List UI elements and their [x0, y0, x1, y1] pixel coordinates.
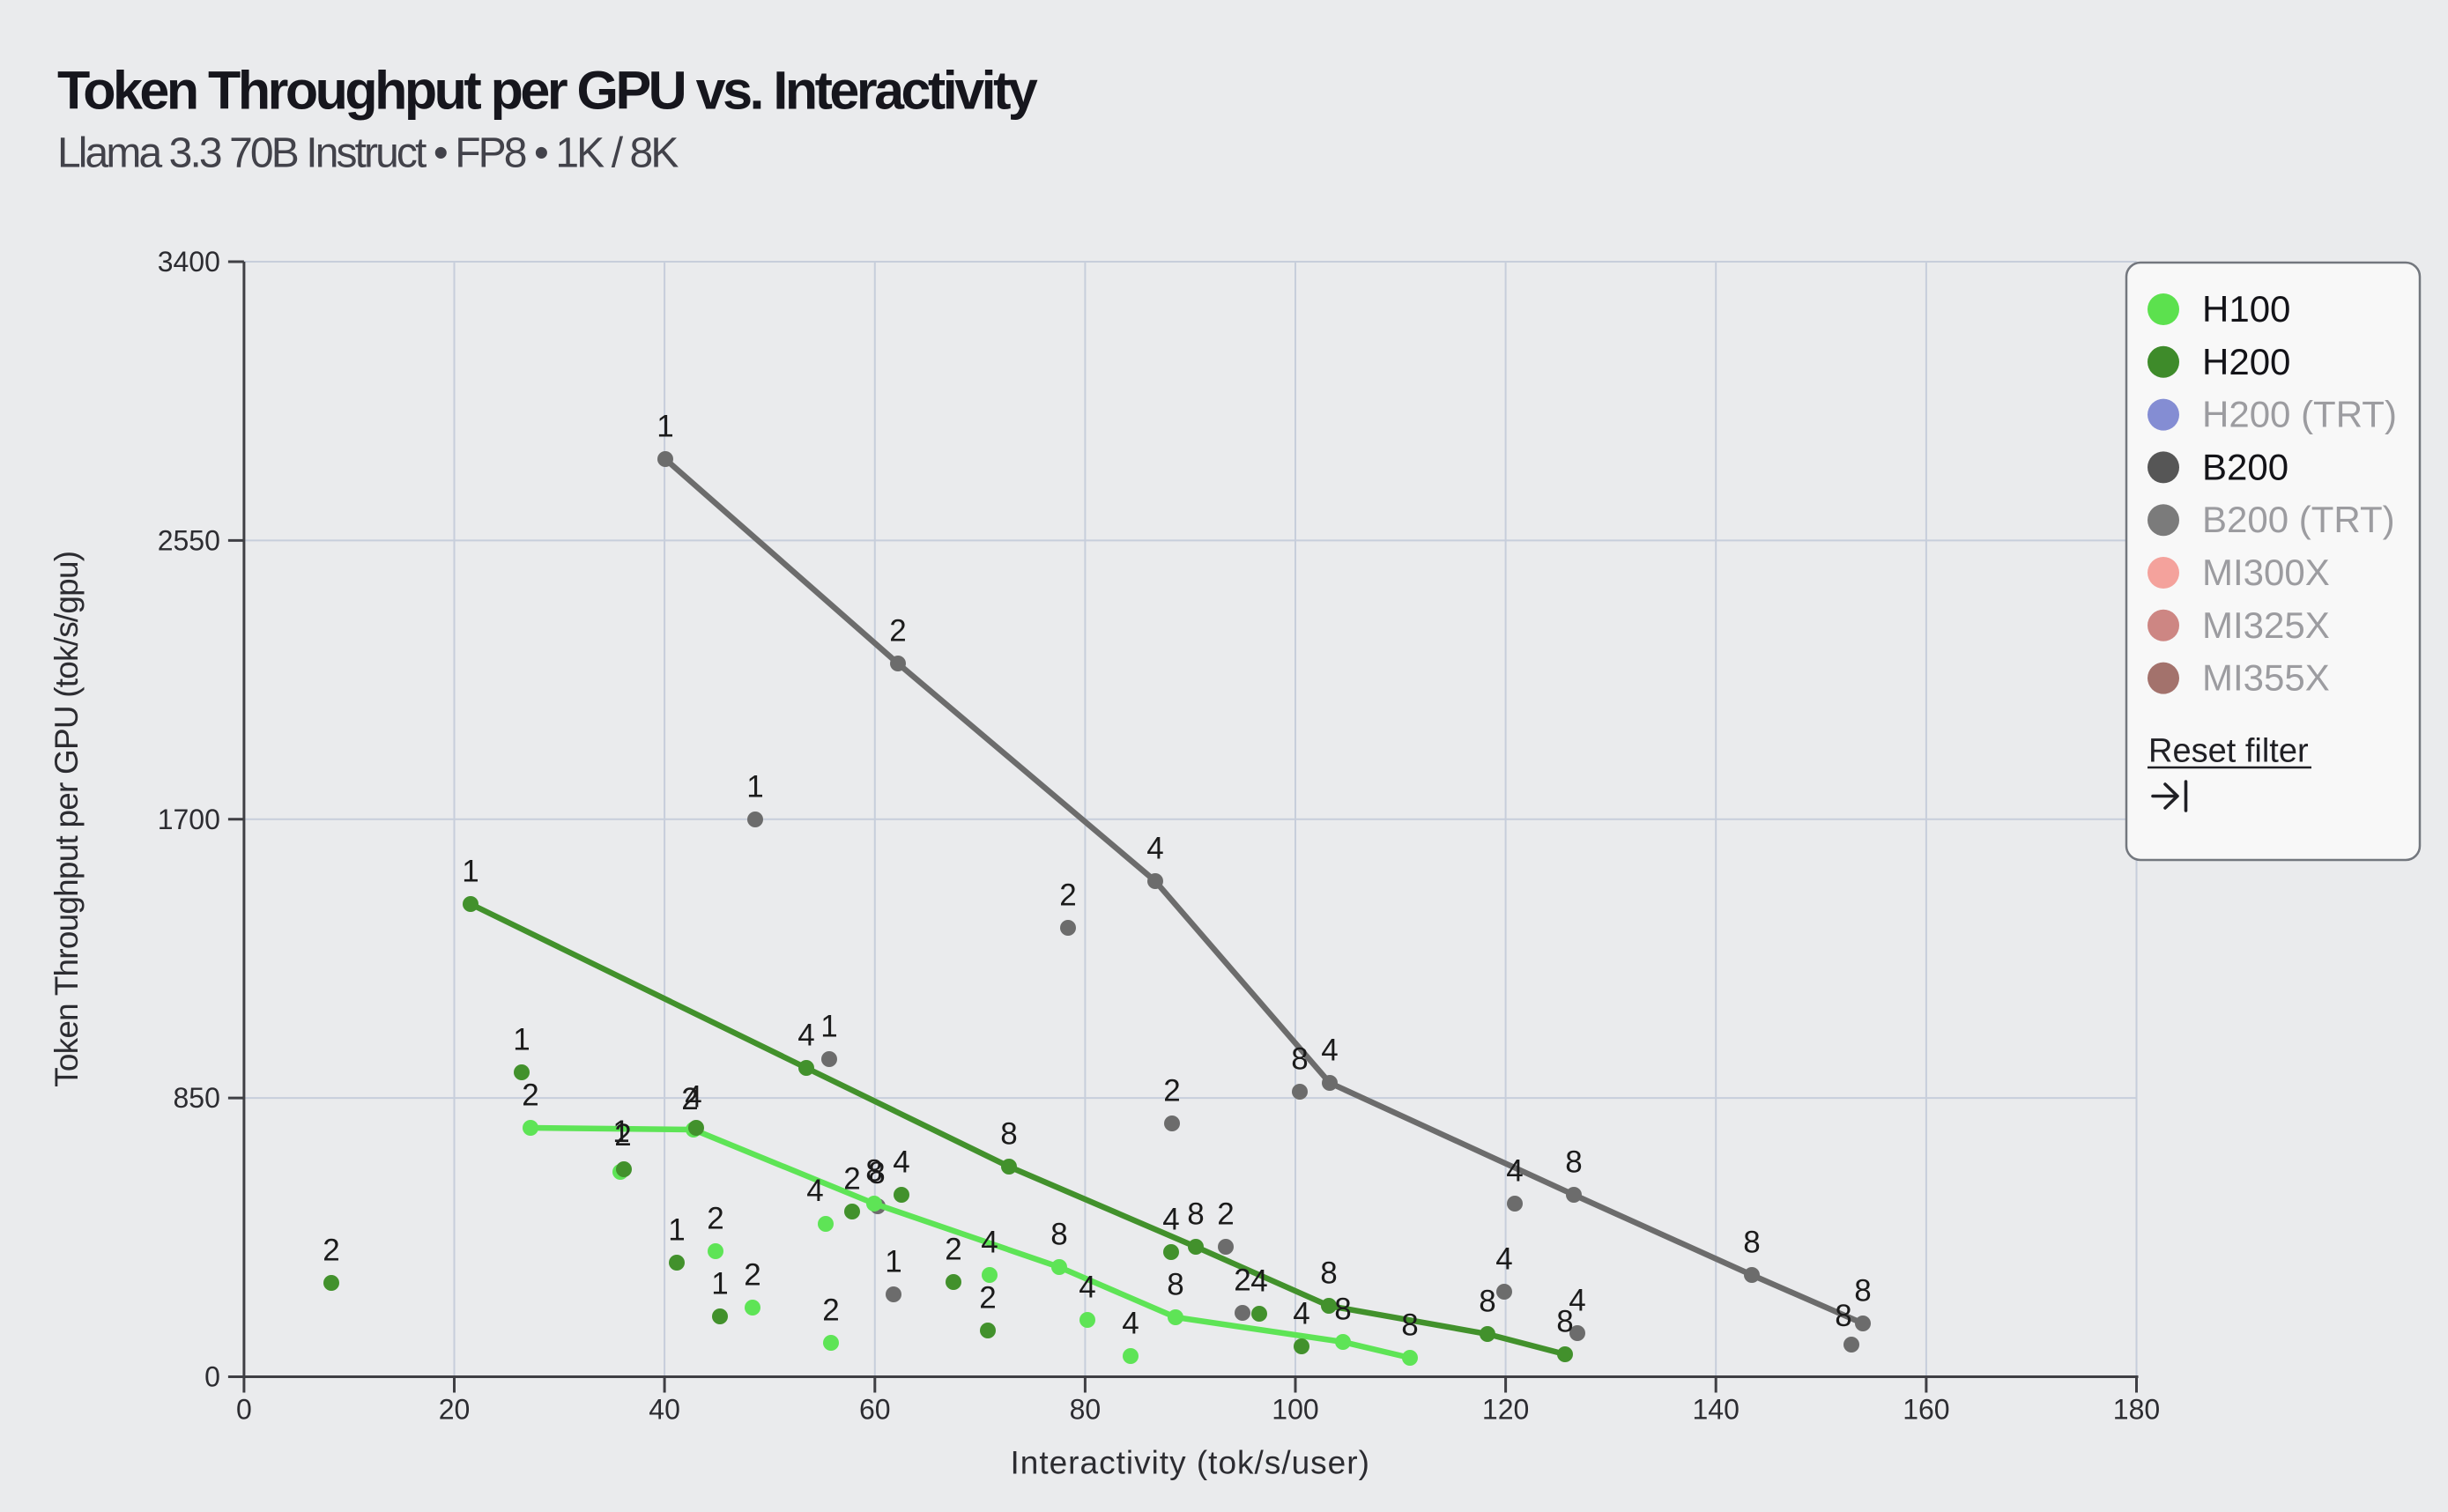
svg-text:1: 1: [746, 770, 763, 804]
svg-text:4: 4: [981, 1226, 998, 1260]
svg-text:8: 8: [1743, 1226, 1760, 1260]
svg-text:4: 4: [1146, 832, 1163, 866]
svg-text:4: 4: [1495, 1242, 1512, 1277]
svg-text:1: 1: [612, 1115, 629, 1149]
svg-text:4: 4: [893, 1145, 909, 1180]
svg-text:850: 850: [174, 1082, 220, 1114]
svg-text:2: 2: [1163, 1074, 1180, 1108]
svg-text:Llama 3.3 70B Instruct • FP8 •: Llama 3.3 70B Instruct • FP8 • 1K / 8K: [57, 130, 679, 177]
svg-text:2: 2: [843, 1162, 860, 1197]
svg-text:120: 120: [1482, 1394, 1529, 1426]
svg-text:160: 160: [1903, 1394, 1949, 1426]
svg-text:2: 2: [522, 1078, 538, 1113]
svg-text:40: 40: [649, 1394, 680, 1426]
svg-text:8: 8: [1320, 1256, 1337, 1291]
svg-text:140: 140: [1693, 1394, 1740, 1426]
svg-text:2: 2: [945, 1233, 961, 1267]
svg-text:MI325X: MI325X: [2202, 604, 2330, 646]
svg-text:2: 2: [1059, 878, 1076, 913]
svg-text:0: 0: [204, 1361, 220, 1393]
svg-text:8: 8: [1401, 1308, 1418, 1343]
svg-text:4: 4: [1250, 1264, 1267, 1299]
svg-text:8: 8: [1050, 1218, 1067, 1252]
svg-text:2: 2: [979, 1281, 996, 1316]
svg-text:1: 1: [711, 1267, 728, 1301]
svg-text:2: 2: [1217, 1197, 1234, 1232]
svg-text:4: 4: [1569, 1284, 1585, 1318]
svg-text:8: 8: [1000, 1117, 1017, 1152]
svg-text:2: 2: [822, 1293, 839, 1328]
svg-text:100: 100: [1272, 1394, 1318, 1426]
svg-text:4: 4: [806, 1174, 823, 1208]
svg-text:8: 8: [1835, 1299, 1851, 1333]
svg-text:MI355X: MI355X: [2202, 657, 2330, 699]
svg-text:Token Throughput per GPU (tok/: Token Throughput per GPU (tok/s/gpu): [48, 552, 85, 1087]
svg-text:1: 1: [668, 1213, 685, 1248]
svg-text:1700: 1700: [158, 804, 220, 835]
svg-text:4: 4: [1293, 1297, 1309, 1331]
svg-text:4: 4: [685, 1080, 701, 1115]
svg-text:4: 4: [1162, 1203, 1179, 1237]
svg-text:1: 1: [820, 1010, 837, 1044]
svg-text:180: 180: [2113, 1394, 2160, 1426]
svg-text:8: 8: [865, 1154, 882, 1189]
svg-text:8: 8: [1291, 1042, 1308, 1077]
svg-text:8: 8: [868, 1156, 885, 1190]
svg-text:1: 1: [513, 1023, 530, 1057]
svg-text:Interactivity (tok/s/user): Interactivity (tok/s/user): [1010, 1445, 1369, 1481]
svg-text:H200: H200: [2202, 341, 2290, 382]
svg-text:8: 8: [1556, 1305, 1573, 1339]
svg-text:MI300X: MI300X: [2202, 552, 2330, 593]
svg-text:2: 2: [681, 1082, 698, 1116]
svg-text:2550: 2550: [158, 524, 220, 556]
svg-text:20: 20: [439, 1394, 471, 1426]
svg-text:B200 (TRT): B200 (TRT): [2202, 499, 2395, 540]
svg-text:4: 4: [797, 1019, 814, 1053]
svg-text:2: 2: [323, 1234, 339, 1268]
svg-text:8: 8: [1479, 1285, 1495, 1319]
svg-text:2: 2: [744, 1258, 760, 1293]
svg-text:8: 8: [1167, 1268, 1183, 1302]
svg-text:4: 4: [1079, 1271, 1095, 1305]
svg-text:2: 2: [889, 614, 906, 649]
svg-text:8: 8: [1565, 1145, 1582, 1180]
svg-text:1: 1: [885, 1245, 901, 1279]
svg-text:Token Throughput per GPU vs. I: Token Throughput per GPU vs. Interactivi…: [57, 61, 1038, 121]
svg-text:2: 2: [707, 1202, 723, 1236]
svg-text:1: 1: [462, 855, 478, 889]
svg-text:4: 4: [1506, 1154, 1523, 1189]
svg-text:1: 1: [657, 410, 673, 444]
svg-text:60: 60: [859, 1394, 891, 1426]
svg-text:2: 2: [614, 1118, 631, 1153]
svg-text:H100: H100: [2202, 288, 2290, 330]
svg-text:Reset filter: Reset filter: [2148, 733, 2309, 770]
svg-text:8: 8: [1187, 1197, 1204, 1232]
svg-text:0: 0: [236, 1394, 252, 1426]
svg-text:8: 8: [1854, 1274, 1871, 1308]
svg-text:H200 (TRT): H200 (TRT): [2202, 394, 2397, 435]
svg-text:B200: B200: [2202, 446, 2289, 487]
svg-text:8: 8: [1334, 1293, 1351, 1327]
svg-text:2: 2: [1234, 1264, 1250, 1298]
svg-text:4: 4: [1122, 1307, 1139, 1341]
svg-text:80: 80: [1070, 1394, 1102, 1426]
svg-text:4: 4: [1321, 1034, 1338, 1068]
svg-text:3400: 3400: [158, 246, 220, 278]
